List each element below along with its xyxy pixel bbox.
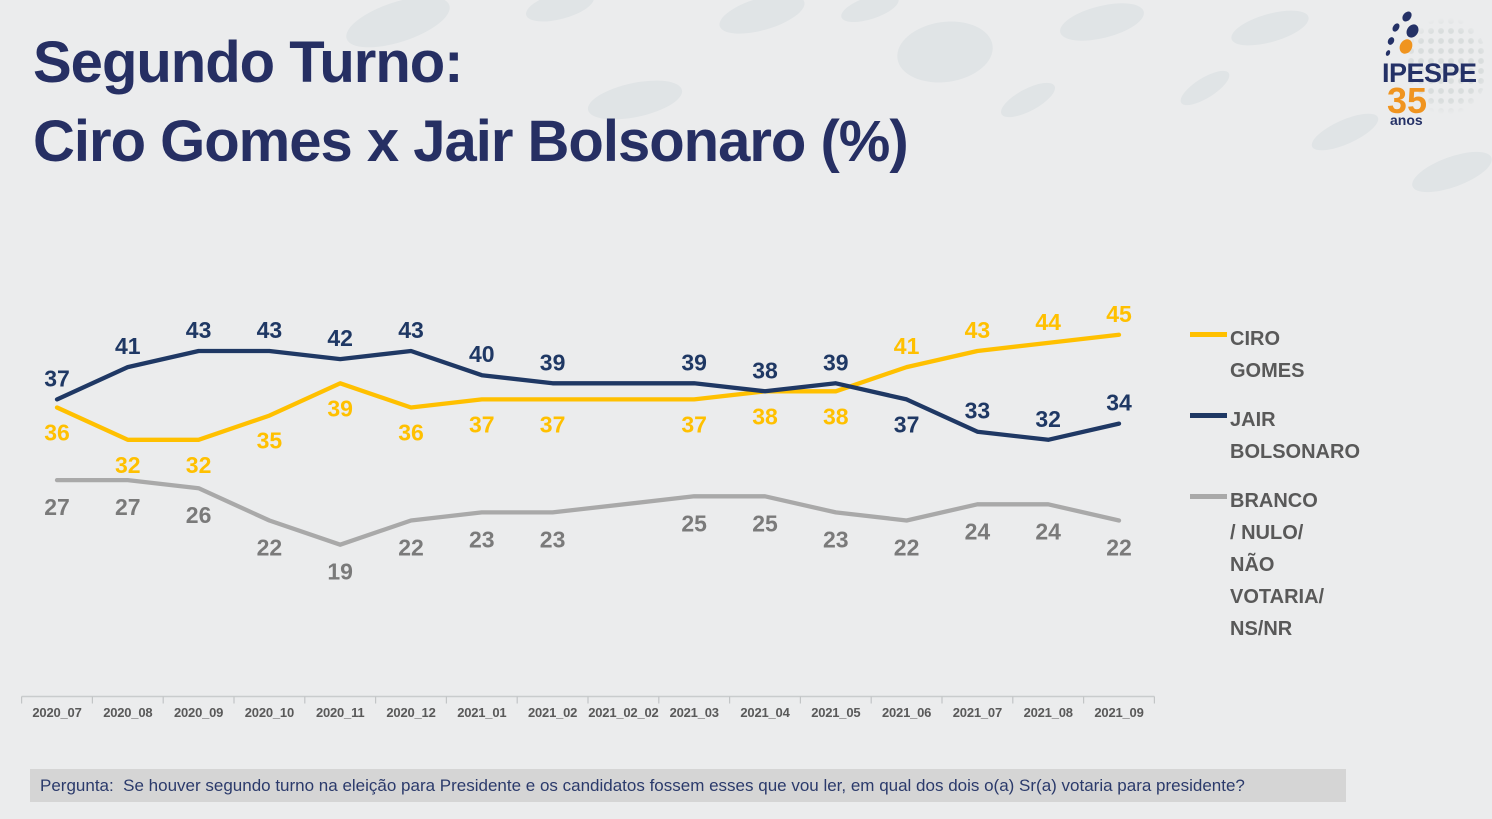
- branco-nulo-data-label: 22: [1106, 534, 1132, 560]
- legend-label: BRANCO / NULO/NÃO VOTARIA/NS/NR: [1230, 490, 1325, 640]
- ciro-gomes-data-label: 35: [257, 428, 283, 454]
- jair-bolsonaro-data-label: 43: [257, 317, 283, 343]
- branco-nulo-data-label: 25: [752, 510, 778, 536]
- ciro-gomes-line: [54, 332, 1122, 442]
- x-axis-label: 2021_03: [670, 705, 719, 720]
- x-axis-label: 2020_08: [103, 705, 152, 720]
- ciro-gomes-data-label: 32: [186, 452, 212, 478]
- branco-nulo-data-label: 19: [327, 559, 353, 585]
- ciro-gomes-data-label: 38: [823, 403, 849, 429]
- ciro-gomes-data-label: 39: [327, 395, 353, 421]
- branco-nulo-data-label: 27: [115, 494, 141, 520]
- question-text: Pergunta: Se houver segundo turno na ele…: [40, 775, 1245, 795]
- branco-nulo-data-label: 23: [469, 526, 495, 552]
- legend-swatch-ciro-gomes: [1190, 332, 1227, 337]
- x-axis-label: 2020_10: [245, 705, 294, 720]
- ciro-gomes-data-label: 36: [44, 419, 70, 445]
- jair-bolsonaro-data-label: 38: [752, 357, 778, 383]
- branco-nulo-data-label: 23: [540, 526, 566, 552]
- branco-nulo-data-label: 26: [186, 502, 212, 528]
- branco-nulo-line: [54, 477, 1122, 547]
- branco-nulo-data-label: 23: [823, 526, 849, 552]
- x-axis-label: 2020_12: [386, 705, 435, 720]
- x-axis-label: 2021_08: [1024, 705, 1073, 720]
- ipespe-logo: IPESPE 35 anos: [1376, 6, 1492, 138]
- x-axis-label: 2021_09: [1094, 705, 1143, 720]
- legend-label: CIRO GOMES: [1230, 328, 1305, 382]
- branco-nulo-data-label: 22: [894, 534, 920, 560]
- jair-bolsonaro-data-label: 41: [115, 333, 141, 359]
- jair-bolsonaro-data-label: 39: [540, 349, 566, 375]
- jair-bolsonaro-data-label: 32: [1035, 406, 1061, 432]
- branco-nulo-data-label: 22: [398, 534, 424, 560]
- jair-bolsonaro-data-label: 40: [469, 341, 495, 367]
- ciro-gomes-data-label: 36: [398, 419, 424, 445]
- question-bar: Pergunta: Se houver segundo turno na ele…: [30, 769, 1346, 802]
- title-line-1: Segundo Turno:: [33, 30, 463, 95]
- x-axis-label: 2020_09: [174, 705, 223, 720]
- globe-dots-icon: [1406, 16, 1488, 116]
- x-axis-label: 2021_07: [953, 705, 1002, 720]
- x-axis-label: 2021_02_02: [588, 705, 658, 720]
- ciro-gomes-data-label: 41: [894, 333, 920, 359]
- branco-nulo-data-label: 25: [681, 510, 707, 536]
- legend-swatch-jair-bolsonaro: [1190, 413, 1227, 418]
- x-axis-label: 2020_07: [32, 705, 81, 720]
- jair-bolsonaro-line: [54, 348, 1122, 442]
- jair-bolsonaro-data-label: 42: [327, 325, 353, 351]
- title-line-2: Ciro Gomes x Jair Bolsonaro (%): [33, 108, 909, 174]
- jair-bolsonaro-data-label: 33: [965, 398, 991, 424]
- ciro-gomes-data-label: 37: [540, 411, 566, 437]
- x-axis-label: 2021_01: [457, 705, 506, 720]
- page-title: Segundo Turno: Ciro Gomes x Jair Bolsona…: [33, 24, 909, 182]
- x-axis-label: 2020_11: [316, 705, 365, 720]
- logo-years: 35: [1387, 80, 1428, 121]
- logo-years-suffix: anos: [1390, 112, 1423, 128]
- legend-item-branco-nulo: BRANCO / NULO/NÃO VOTARIA/NS/NR: [1190, 485, 1324, 645]
- ciro-gomes-data-label: 37: [469, 411, 495, 437]
- branco-nulo-data-label: 22: [257, 534, 283, 560]
- legend-label: JAIR BOLSONARO: [1230, 409, 1360, 463]
- jair-bolsonaro-data-label: 37: [44, 365, 70, 391]
- x-axis-label: 2021_02: [528, 705, 577, 720]
- jair-bolsonaro-data-label: 39: [823, 349, 849, 375]
- jair-bolsonaro-data-label: 37: [894, 411, 920, 437]
- ciro-gomes-data-label: 44: [1035, 309, 1061, 335]
- jair-bolsonaro-data-label: 39: [681, 349, 707, 375]
- jair-bolsonaro-data-label: 34: [1106, 390, 1132, 416]
- legend-swatch-branco-nulo: [1190, 494, 1227, 499]
- x-axis-label: 2021_06: [882, 705, 931, 720]
- jair-bolsonaro-data-label: 43: [186, 317, 212, 343]
- jair-bolsonaro-data-label: 43: [398, 317, 424, 343]
- legend-item-jair-bolsonaro: JAIR BOLSONARO: [1190, 404, 1360, 468]
- logo-wordmark: IPESPE: [1382, 58, 1477, 88]
- ciro-gomes-data-label: 43: [965, 317, 991, 343]
- x-axis-label: 2021_04: [740, 705, 790, 720]
- branco-nulo-data-label: 24: [965, 518, 991, 544]
- branco-nulo-data-label: 27: [44, 494, 70, 520]
- branco-nulo-data-label: 24: [1035, 518, 1061, 544]
- ciro-gomes-data-label: 32: [115, 452, 141, 478]
- ciro-gomes-data-label: 37: [681, 411, 707, 437]
- x-axis-label: 2021_05: [811, 705, 860, 720]
- ciro-gomes-data-label: 45: [1106, 301, 1132, 327]
- ciro-gomes-data-label: 38: [752, 403, 778, 429]
- legend-item-ciro-gomes: CIRO GOMES: [1190, 323, 1304, 387]
